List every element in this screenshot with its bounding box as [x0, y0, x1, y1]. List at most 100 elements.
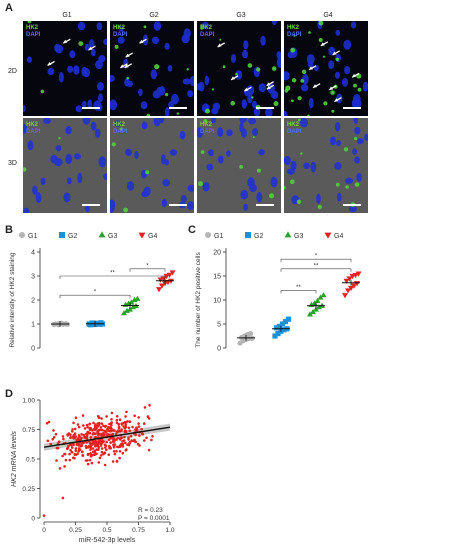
- data-point: [131, 425, 134, 429]
- data-point: [89, 435, 93, 439]
- nucleus: [334, 122, 341, 132]
- data-point: [93, 451, 97, 454]
- panel-d-label: D: [5, 388, 13, 400]
- chart-c: G1 G2 G3 G4 0 5 10 15 20 The number of HK2 positi…: [195, 231, 362, 353]
- data-point-g4: [346, 276, 353, 282]
- hk2-signal: [186, 68, 189, 71]
- hk2-signal: [335, 182, 340, 187]
- data-point: [80, 436, 83, 440]
- arrow-icon: [217, 42, 225, 48]
- data-point: [100, 433, 104, 436]
- stain-dapi-label: DAPI: [200, 129, 215, 135]
- nucleus: [27, 140, 34, 151]
- data-point: [124, 441, 127, 445]
- data-point: [89, 427, 93, 430]
- arrow-head: [125, 53, 130, 58]
- hk2-signal: [300, 79, 305, 83]
- y-tick-label: 4: [31, 250, 35, 257]
- nucleus: [211, 107, 219, 115]
- nucleus: [90, 48, 96, 57]
- data-point: [85, 441, 89, 444]
- data-point: [98, 438, 101, 442]
- hk2-signal: [297, 118, 301, 122]
- data-point: [112, 443, 115, 446]
- data-point: [134, 428, 137, 431]
- nucleus: [334, 71, 340, 79]
- data-point-g2: [282, 319, 289, 325]
- y-axis-label: The number of HK2 positive cells: [195, 252, 202, 348]
- nucleus: [47, 67, 55, 76]
- hk2-signal: [354, 182, 360, 187]
- nucleus: [330, 136, 336, 146]
- nucleus: [341, 78, 349, 87]
- data-point: [101, 428, 104, 432]
- data-point: [97, 432, 100, 436]
- stain-hk2-label: HK2: [287, 122, 300, 128]
- micrograph-2d-g3-image: [197, 21, 281, 116]
- nucleus: [290, 160, 297, 171]
- data-point: [105, 428, 109, 431]
- nucleus: [126, 181, 135, 191]
- hk2-signal: [354, 137, 358, 141]
- group-label-g1: G1: [62, 12, 72, 19]
- arrow-icon: [125, 52, 133, 58]
- micrograph-3d-g1-image: [23, 118, 107, 213]
- nucleus: [258, 149, 265, 156]
- data-point: [76, 423, 80, 426]
- nucleus: [187, 201, 194, 211]
- data-point: [127, 426, 131, 430]
- arrow-icon: [312, 83, 321, 89]
- data-point-g4: [156, 287, 162, 293]
- data-point: [110, 423, 113, 427]
- data-point: [128, 441, 132, 444]
- data-point-g3: [320, 292, 327, 298]
- nucleus: [241, 99, 247, 109]
- data-point-g2: [87, 322, 94, 328]
- scale-bar: [343, 204, 361, 206]
- nucleus: [98, 93, 103, 102]
- data-point: [110, 418, 113, 421]
- y-tick-label: 0.5: [26, 457, 35, 464]
- micrograph-3d-g3: HK2 DAPI: [197, 118, 281, 213]
- data-point: [123, 426, 127, 430]
- data-point-g2: [276, 323, 283, 329]
- data-point: [99, 426, 103, 429]
- nucleus: [336, 192, 342, 202]
- nucleus: [226, 129, 233, 137]
- nucleus: [54, 158, 63, 167]
- data-point: [86, 462, 90, 466]
- nucleus: [164, 107, 170, 116]
- data-point: [123, 429, 127, 433]
- nucleus: [85, 205, 90, 213]
- nucleus: [140, 101, 148, 110]
- data-point: [52, 429, 55, 432]
- arrow-head: [63, 39, 68, 44]
- stain-hk2-label: HK2: [200, 25, 213, 31]
- data-point: [147, 417, 151, 420]
- data-point: [97, 421, 101, 425]
- hk2-signal: [301, 69, 307, 74]
- y-tick-label: 0: [217, 346, 221, 353]
- data-point: [88, 458, 92, 462]
- data-point: [91, 433, 95, 436]
- data-point: [74, 449, 78, 452]
- data-point: [42, 514, 46, 517]
- y-tick-label: 15: [213, 274, 221, 281]
- group-label-g4: G4: [323, 12, 333, 19]
- data-point: [77, 425, 81, 429]
- data-point-g4: [355, 271, 362, 277]
- arrow-head: [88, 46, 93, 51]
- data-point-g3: [317, 294, 324, 300]
- hk2-signal: [307, 114, 310, 116]
- data-point: [73, 456, 76, 460]
- hk2-signal: [256, 168, 261, 173]
- data-point: [89, 448, 92, 451]
- nucleus: [151, 36, 160, 44]
- nucleus: [270, 176, 278, 188]
- hk2-signal: [290, 47, 296, 53]
- data-point: [85, 446, 88, 450]
- data-point: [78, 443, 81, 446]
- data-point: [88, 445, 91, 448]
- data-point-g4: [348, 285, 354, 292]
- hk2-signal: [251, 96, 254, 99]
